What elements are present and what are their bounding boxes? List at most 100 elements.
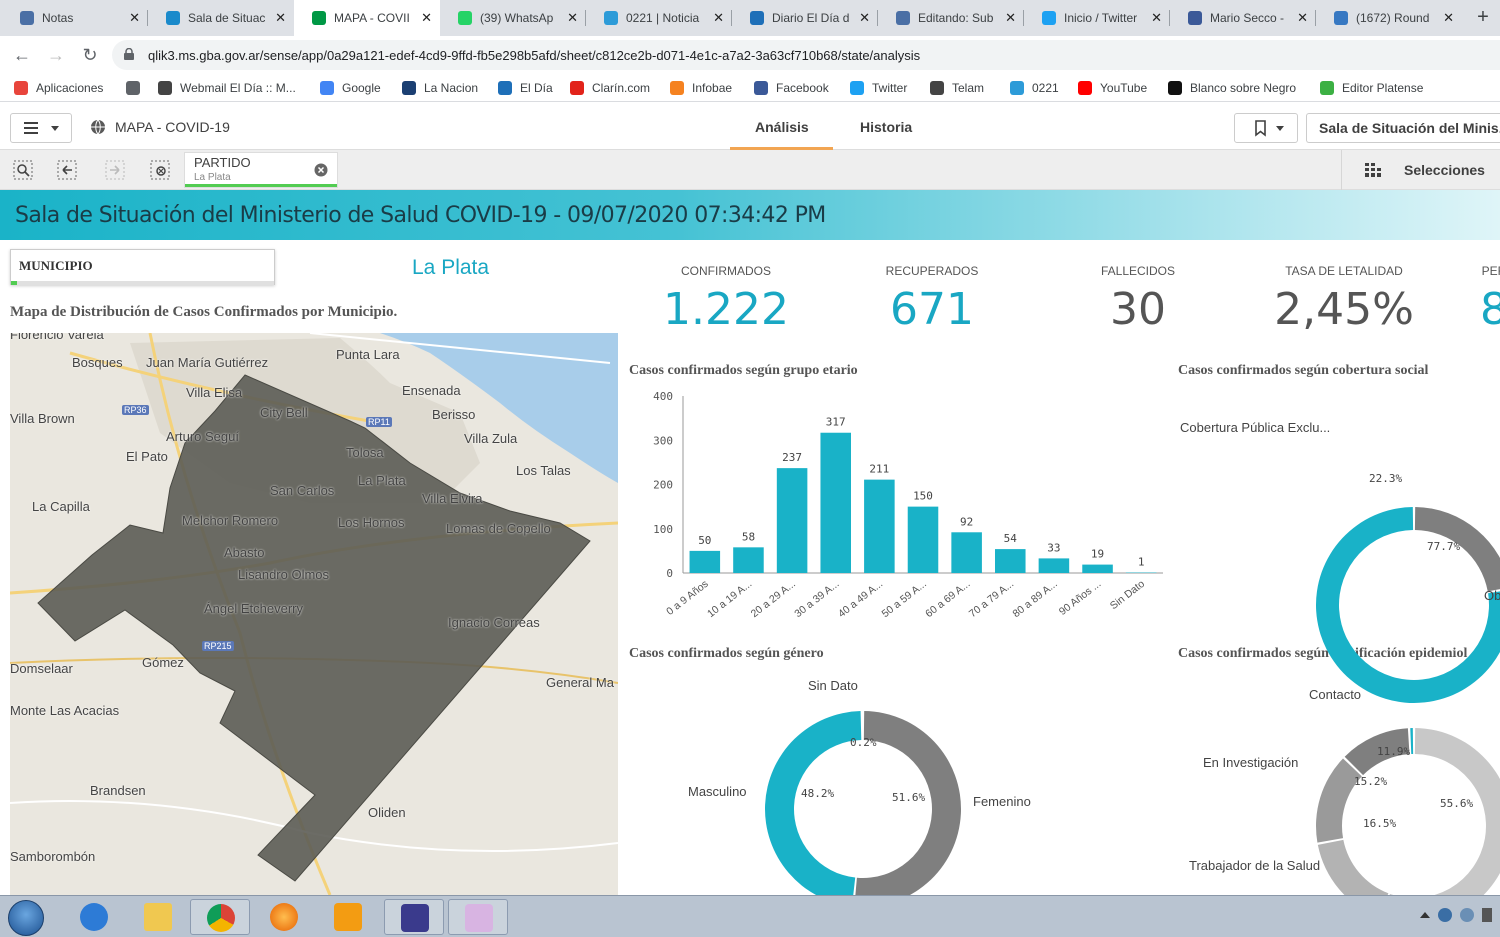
step-forward-icon[interactable]	[105, 160, 125, 180]
tab-close-icon[interactable]: ✕	[1151, 10, 1162, 25]
taskbar-paint[interactable]	[448, 899, 508, 935]
donut-slice[interactable]	[1344, 728, 1410, 776]
donut-slice[interactable]	[854, 711, 961, 895]
tab-close-icon[interactable]: ✕	[859, 10, 870, 25]
sheet-selector-button[interactable]: Sala de Situación del Minis...	[1306, 113, 1500, 143]
cases-map[interactable]: Florencio Varela Bosques Juan María Gutiér…	[10, 333, 618, 895]
smart-search-icon[interactable]	[13, 160, 33, 180]
bookmark-item[interactable]: Twitter	[850, 79, 907, 97]
donut-slice[interactable]	[1414, 507, 1500, 592]
taskbar-chrome[interactable]	[190, 899, 250, 935]
kpi-card[interactable]: PER 8	[1414, 264, 1500, 335]
bookmark-item[interactable]: Clarín.com	[570, 79, 650, 97]
bookmark-item[interactable]: Infobae	[670, 79, 732, 97]
browser-tab[interactable]: Editando: Sub ✕	[878, 0, 1024, 36]
taskbar-ie[interactable]	[64, 899, 124, 935]
tab-historia[interactable]: Historia	[860, 119, 913, 135]
global-menu-button[interactable]	[10, 113, 72, 143]
kpi-card[interactable]: TASA DE LETALIDAD 2,45%	[1264, 264, 1424, 335]
forward-icon[interactable]: →	[47, 45, 65, 65]
tab-close-icon[interactable]: ✕	[567, 10, 578, 25]
bookmarks-button[interactable]	[1234, 113, 1298, 143]
network-icon[interactable]	[1438, 908, 1452, 922]
age-bar[interactable]	[907, 506, 939, 573]
app-title[interactable]: MAPA - COVID-19	[90, 119, 230, 135]
clear-selection-icon[interactable]	[314, 163, 328, 177]
browser-tab[interactable]: MAPA - COVII ✕	[294, 0, 440, 36]
tab-close-icon[interactable]: ✕	[129, 10, 140, 25]
bookmark-item[interactable]: Aplicaciones	[14, 79, 103, 97]
tray-app-icon[interactable]	[1460, 908, 1474, 922]
tab-close-icon[interactable]: ✕	[275, 10, 286, 25]
kpi-card[interactable]: RECUPERADOS 671	[852, 264, 1012, 335]
tray-expand-icon[interactable]	[1420, 912, 1430, 918]
bookmark-item[interactable]: Telam	[930, 79, 984, 97]
reload-icon[interactable]: ↻	[82, 45, 98, 65]
donut-slice[interactable]	[1410, 728, 1414, 755]
selections-button[interactable]: Selecciones	[1364, 162, 1485, 178]
bookmark-label: Clarín.com	[592, 81, 651, 95]
age-bar[interactable]	[733, 547, 764, 573]
donut-slice[interactable]	[1316, 758, 1362, 843]
municipio-filter[interactable]: MUNICIPIO	[10, 249, 275, 285]
browser-tab[interactable]: Notas ✕	[2, 0, 148, 36]
bookmark-item[interactable]: Blanco sobre Negro	[1168, 79, 1296, 97]
age-bar[interactable]	[951, 532, 982, 573]
taskbar-firefox[interactable]	[254, 899, 314, 935]
bookmark-item[interactable]: Facebook	[754, 79, 829, 97]
kpi-card[interactable]: FALLECIDOS 30	[1058, 264, 1218, 335]
new-tab-button[interactable]: +	[1477, 6, 1489, 28]
address-bar[interactable]: qlik3.ms.gba.gov.ar/sense/app/0a29a121-e…	[112, 40, 1500, 70]
age-bar[interactable]	[776, 468, 808, 573]
age-bar[interactable]	[689, 550, 721, 573]
browser-tab[interactable]: Diario El Día d ✕	[732, 0, 878, 36]
age-bar[interactable]	[1082, 564, 1113, 573]
la-plata-region[interactable]	[37, 374, 591, 882]
back-icon[interactable]: ←	[13, 45, 31, 65]
taskbar-media-player[interactable]	[318, 899, 378, 935]
tab-close-icon[interactable]: ✕	[421, 10, 432, 25]
browser-tab[interactable]: (1672) Round ✕	[1316, 0, 1462, 36]
bookmark-item[interactable]: Editor Platense	[1320, 79, 1423, 97]
gender-donut[interactable]: Femenino Masculino Sin Dato 51.6% 48.2% 0.2%	[629, 660, 1174, 895]
taskbar-app[interactable]	[384, 899, 444, 935]
volume-icon[interactable]	[1482, 908, 1492, 922]
bookmark-item[interactable]: Google	[320, 79, 381, 97]
browser-tab[interactable]: Mario Secco - ✕	[1170, 0, 1316, 36]
age-bar[interactable]	[820, 432, 851, 573]
age-bar[interactable]	[864, 479, 895, 573]
tab-close-icon[interactable]: ✕	[1443, 10, 1454, 25]
browser-tab[interactable]: Inicio / Twitter ✕	[1024, 0, 1170, 36]
kpi-card[interactable]: CONFIRMADOS 1.222	[646, 264, 806, 335]
donut-slice[interactable]	[1317, 839, 1389, 895]
age-bar[interactable]	[995, 549, 1026, 573]
epi-classification-donut[interactable]: Contacto En Investigación Trabajador de la…	[1172, 660, 1500, 895]
social-coverage-donut[interactable]: Cobertura Pública Exclu... Ob 22.3% 77.7%	[1172, 380, 1500, 703]
bookmark-item[interactable]: El Día	[498, 79, 553, 97]
tab-favicon-icon	[1188, 11, 1202, 25]
tab-analisis[interactable]: Análisis	[755, 119, 809, 135]
clear-all-icon[interactable]	[150, 160, 170, 180]
browser-tab[interactable]: 0221 | Noticia ✕	[586, 0, 732, 36]
donut-slice[interactable]	[765, 711, 862, 895]
bookmark-item[interactable]: YouTube	[1078, 79, 1147, 97]
browser-tab-strip: + Notas ✕ Sala de Situac ✕ MAPA - COVII ✕ (39)…	[0, 0, 1500, 36]
donut-slice[interactable]	[1381, 728, 1500, 895]
bookmark-item[interactable]: La Nacion	[402, 79, 478, 97]
taskbar-explorer[interactable]	[128, 899, 188, 935]
tab-close-icon[interactable]: ✕	[1005, 10, 1016, 25]
bookmark-item[interactable]: 0221	[1010, 79, 1059, 97]
browser-tab[interactable]: (39) WhatsAp ✕	[440, 0, 586, 36]
age-bar[interactable]	[1038, 558, 1070, 573]
step-back-icon[interactable]	[57, 160, 77, 180]
bookmark-item[interactable]	[126, 79, 148, 97]
selection-chip-partido[interactable]: PARTIDO La Plata	[184, 152, 338, 188]
browser-tab[interactable]: Sala de Situac ✕	[148, 0, 294, 36]
tab-close-icon[interactable]: ✕	[713, 10, 724, 25]
bookmark-item[interactable]: Webmail El Día :: M...	[158, 79, 296, 97]
tab-close-icon[interactable]: ✕	[1297, 10, 1308, 25]
donut-category-label: Ob	[1484, 588, 1500, 603]
tab-title: (39) WhatsAp	[480, 11, 554, 25]
start-button[interactable]	[8, 900, 44, 936]
